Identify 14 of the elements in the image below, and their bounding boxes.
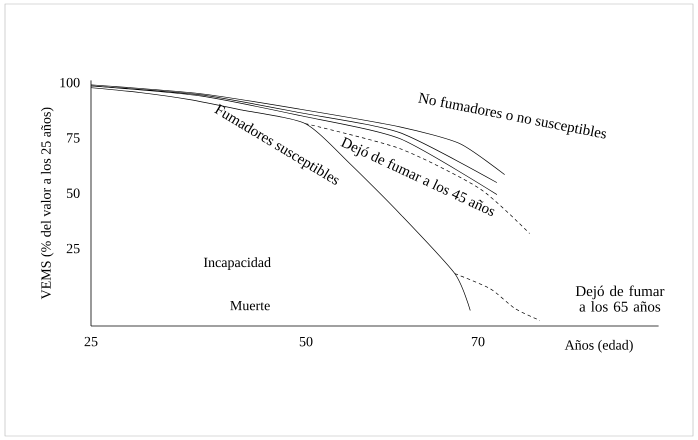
- annotation: Incapacidad: [204, 257, 271, 270]
- y-tick-label: 100: [60, 78, 80, 88]
- y-tick-label: 50: [66, 188, 80, 198]
- text: Dejó de fumar a los 65 años: [576, 285, 664, 312]
- y-tick-label: 25: [66, 244, 80, 254]
- y-tick-label: 75: [67, 133, 80, 143]
- x-tick-label: 25: [84, 336, 98, 346]
- annotation: Muerte: [230, 300, 270, 310]
- x-tick-label: 50: [300, 336, 312, 346]
- text: Dejó de fumar a los 45 años: [340, 136, 494, 216]
- text: No fumadores o no susceptibles: [418, 92, 606, 138]
- x-axis-title: Años (edad): [564, 340, 633, 353]
- y-axis-title: VEMS (% del valor a los 25 años): [40, 108, 54, 300]
- x-tick-label: 70: [472, 336, 484, 346]
